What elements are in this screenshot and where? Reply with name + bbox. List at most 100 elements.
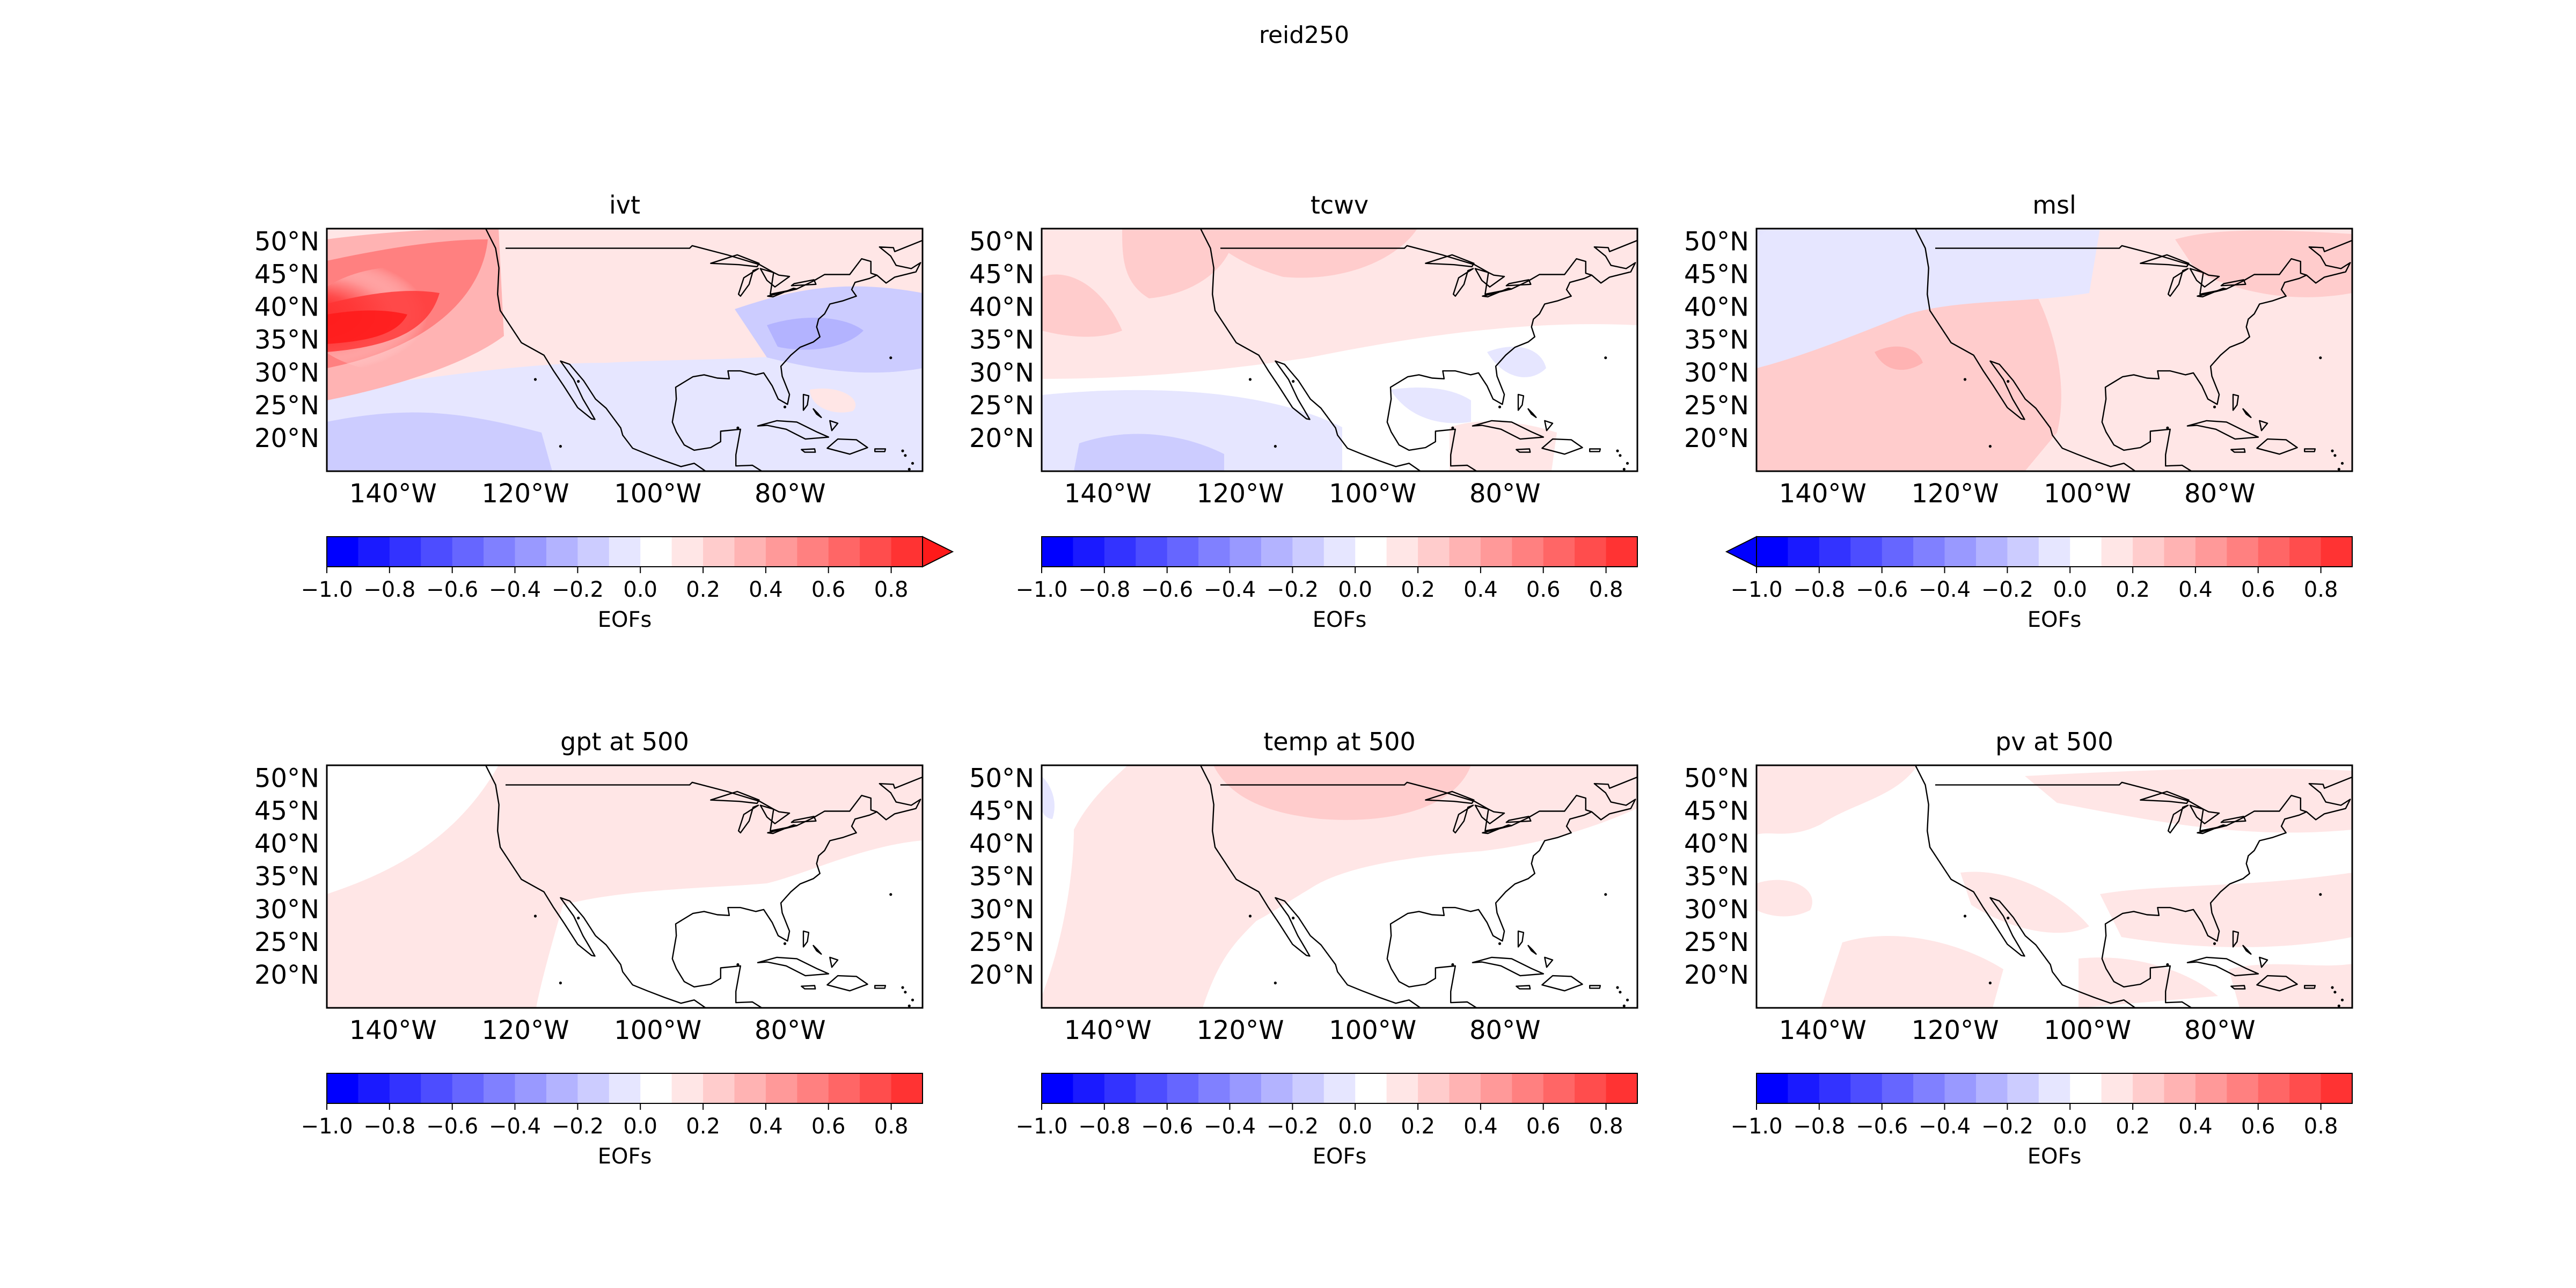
lon-tick-label: 80°W: [1469, 1015, 1541, 1045]
colorbar-segment: [1042, 1073, 1074, 1103]
small-island: [1274, 445, 1277, 448]
small-island: [1629, 477, 1632, 479]
panel-title: pv at 500: [1995, 727, 2113, 756]
island-outline: [2230, 448, 2246, 453]
colorbar-segment: [1136, 1073, 1168, 1103]
island-outline: [826, 975, 868, 992]
colorbar-segment: [1819, 537, 1851, 567]
small-island: [533, 914, 537, 918]
colorbar-frame: [1041, 1073, 1638, 1104]
lon-tick-label: 100°W: [614, 479, 701, 509]
small-island: [1604, 893, 1607, 896]
great-lake-outline: [737, 268, 759, 297]
lon-labels: 140°W 120°W 100°W 80°W: [1779, 479, 2256, 509]
colorbar-segment: [2321, 537, 2353, 567]
colorbar-segment: [1198, 537, 1231, 567]
great-lake-outline: [1474, 804, 1505, 824]
small-island: [901, 986, 904, 989]
lon-labels: 140°W 120°W 100°W 80°W: [1064, 1015, 1541, 1045]
lon-tick-label: 140°W: [1779, 479, 1867, 509]
colorbar-segment: [671, 1073, 704, 1103]
field-ivt: [327, 229, 923, 471]
small-island: [2007, 380, 2010, 383]
colorbar-tick-label: 0.4: [1463, 1114, 1498, 1139]
lon-tick-label: 120°W: [1911, 479, 1999, 509]
small-island: [1619, 991, 1622, 994]
colorbar-label: EOFs: [2028, 1144, 2082, 1169]
colorbar-tick-label: −0.2: [1981, 577, 2033, 602]
great-lake-outline: [710, 254, 760, 268]
small-island: [1616, 449, 1619, 452]
coastline-pacific: [1914, 765, 2136, 1008]
lat-tick-label: 30°N: [969, 895, 1034, 925]
colorbar-tick-label: 0.0: [623, 1114, 657, 1139]
great-lake-outline: [2167, 268, 2189, 297]
colorbar-segment: [609, 1073, 641, 1103]
great-lake-outline: [767, 288, 797, 298]
island-outline: [829, 420, 839, 431]
island-outline: [2304, 448, 2316, 452]
lat-tick-label: 40°N: [254, 829, 319, 859]
colorbar-segment: [577, 537, 610, 567]
lon-tick-label: 80°W: [755, 1015, 826, 1045]
small-island: [908, 1004, 911, 1007]
colorbar-segment: [1292, 1073, 1324, 1103]
colorbar-extend-min: [1725, 536, 1757, 568]
colorbar-segment: [1292, 537, 1324, 567]
colorbar-segment: [2133, 1073, 2165, 1103]
colorbar-segment: [1261, 1073, 1293, 1103]
island-outline: [2230, 985, 2246, 990]
field-gpt-500: [327, 765, 923, 1008]
island-outline: [1516, 985, 1531, 990]
lon-tick-label: 120°W: [481, 1015, 569, 1045]
lat-tick-label: 20°N: [1684, 423, 1749, 453]
island-outline: [2242, 408, 2252, 418]
colorbar-tick-label: 0.8: [2304, 577, 2338, 602]
colorbar-segment: [1788, 537, 1820, 567]
great-lake-outline: [791, 816, 817, 823]
island-outline: [1541, 438, 1583, 455]
island-outline: [1472, 420, 1545, 440]
colorbar-segment: [2070, 1073, 2102, 1103]
colorbar-segment: [421, 1073, 453, 1103]
colorbar-segment: [484, 537, 516, 567]
colorbar-tick-label: −0.6: [1141, 577, 1193, 602]
colorbar-tick-label: −1.0: [1015, 1114, 1067, 1139]
colorbar-segment: [2164, 537, 2196, 567]
colorbar-frame: [1041, 536, 1638, 567]
colorbar-segment: [828, 1073, 860, 1103]
great-lake-outline: [1482, 288, 1512, 298]
lat-tick-label: 50°N: [969, 226, 1034, 257]
small-island: [2344, 477, 2347, 479]
colorbar-segment: [452, 1073, 484, 1103]
coastline: [1914, 229, 2352, 479]
lat-tick-label: 40°N: [969, 829, 1034, 859]
panel-pv-500: pv at 500 50°N45°N40°N35°N30°N25°N20°N 1…: [1684, 727, 2353, 1169]
colorbar-segment: [1449, 1073, 1481, 1103]
colorbar-tick-label: 0.4: [2178, 577, 2213, 602]
small-island: [736, 963, 740, 966]
panel-ivt: ivt 50°N45°N40°N35°N30°N25°N20°N 140°W 12…: [254, 191, 954, 632]
lat-tick-label: 25°N: [969, 927, 1034, 957]
great-lake-outline: [759, 268, 791, 288]
colorbar-segment: [1944, 1073, 1977, 1103]
colorbar-tick-label: −0.4: [1919, 1114, 1971, 1139]
colorbar-tick-label: 0.0: [1338, 1114, 1372, 1139]
small-island: [911, 462, 914, 465]
colorbar-segment: [2289, 1073, 2322, 1103]
great-lake-outline: [791, 279, 817, 287]
lat-tick-label: 25°N: [254, 927, 319, 957]
colorbar-segment: [1418, 537, 1450, 567]
figure-title: reid250: [1259, 21, 1349, 49]
lat-tick-label: 35°N: [1684, 325, 1749, 355]
colorbar-tick-label: −0.8: [1793, 577, 1845, 602]
island-outline: [813, 945, 822, 955]
island-outline: [1516, 448, 1531, 453]
great-lake-outline: [2197, 288, 2227, 298]
lat-labels: 50°N45°N40°N35°N30°N25°N20°N: [254, 226, 319, 453]
colorbar-segment: [577, 1073, 610, 1103]
panel-title: gpt at 500: [560, 727, 689, 756]
small-island: [1604, 356, 1607, 360]
colorbar-tick-label: 0.2: [1401, 1114, 1435, 1139]
island-outline: [1544, 956, 1554, 968]
